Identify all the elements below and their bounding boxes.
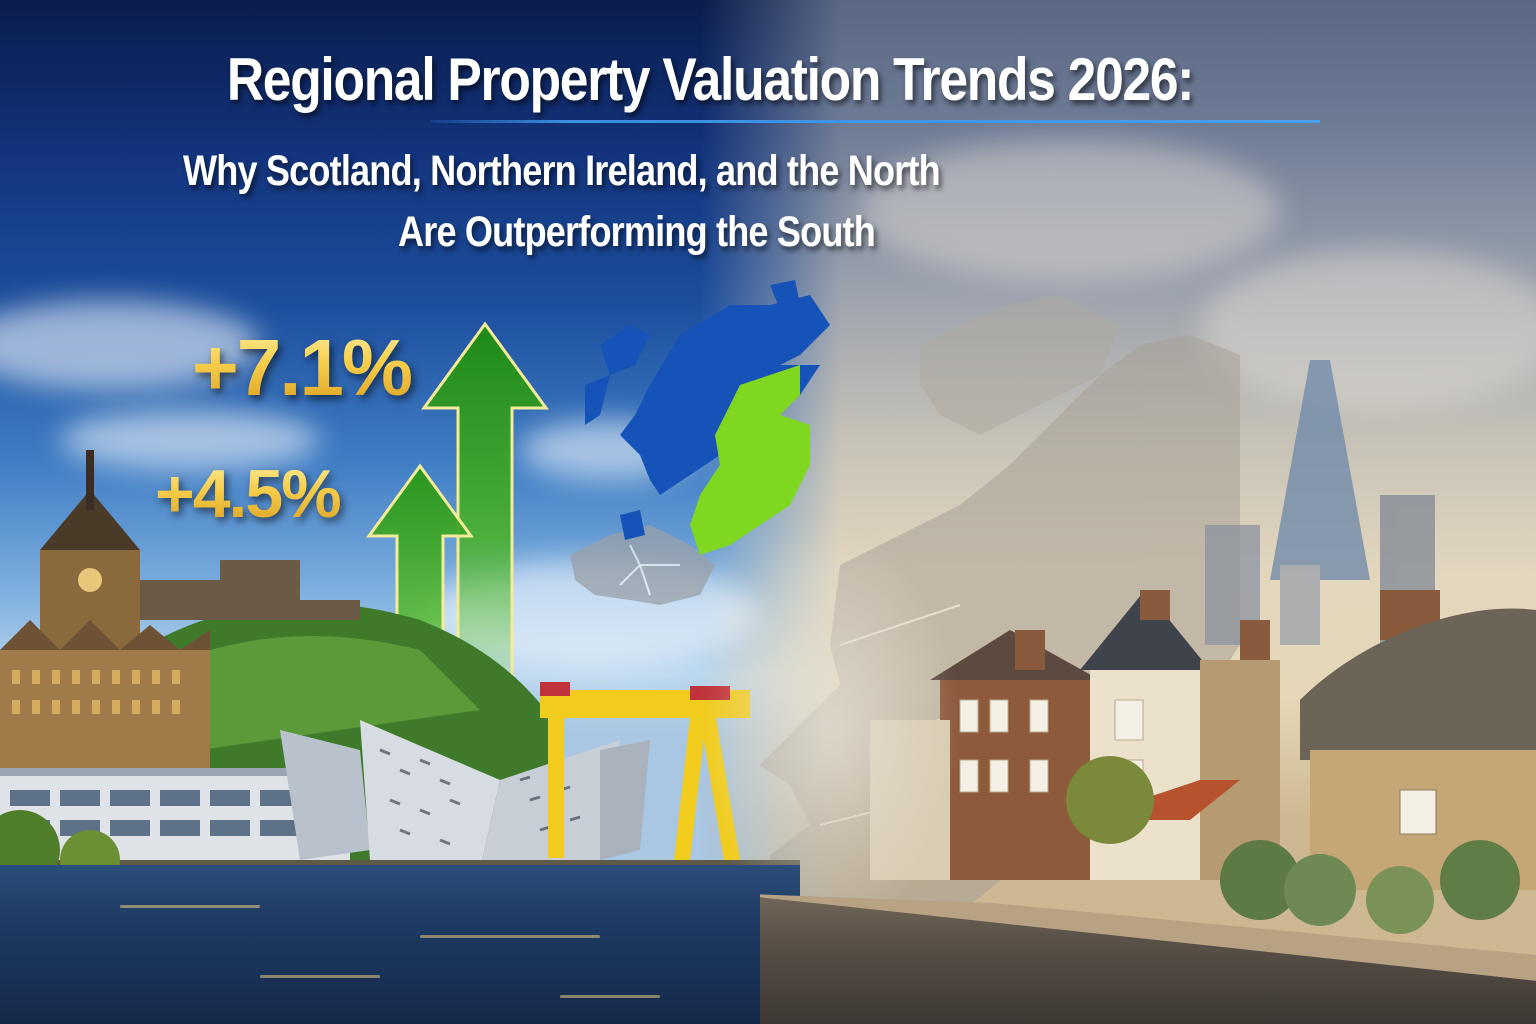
page-title: Regional Property Valuation Trends 2026: [226, 46, 1195, 113]
cloud [860, 140, 1280, 280]
stat-ni-growth: +4.5% [155, 456, 342, 532]
arrow-up-icon [421, 321, 549, 680]
edinburgh-belfast-scene [0, 450, 800, 890]
headline: Regional Property Valuation Trends 2026: [0, 42, 1420, 118]
river-water [0, 865, 800, 1024]
stat-scotland-growth: +7.1% [192, 323, 413, 412]
northern-ireland-region [570, 525, 715, 605]
cloud [0, 300, 260, 390]
subtitle-line-1: Why Scotland, Northern Ireland, and the … [183, 147, 941, 195]
shard-tower [1270, 360, 1370, 580]
arrow-up-icon [366, 463, 474, 722]
scotland-highlands-region [585, 280, 830, 540]
scotland-east-south-region [690, 365, 810, 555]
cloud [1200, 250, 1536, 410]
cloud [60, 410, 320, 470]
title-underline [430, 120, 1320, 123]
subtitle-line-2: Are Outperforming the South [398, 208, 876, 256]
london-village-scene [870, 360, 1536, 934]
